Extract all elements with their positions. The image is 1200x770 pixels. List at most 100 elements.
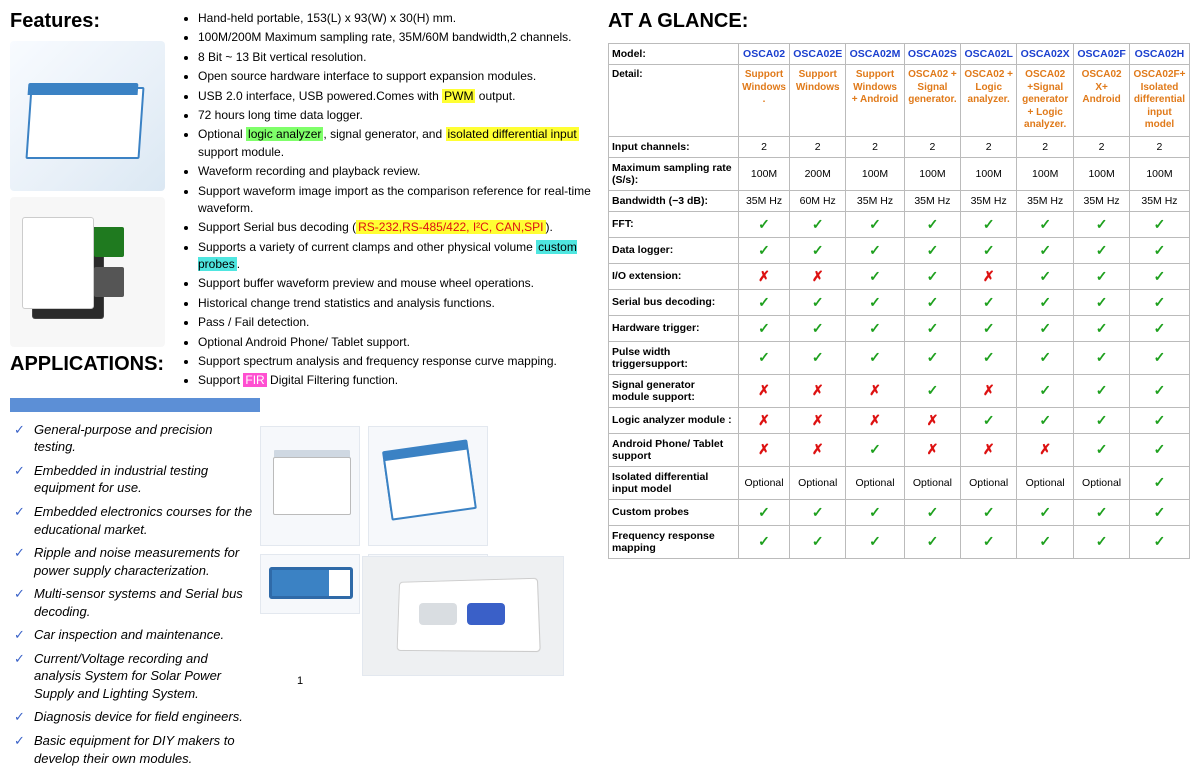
- check-icon: ✓: [1154, 382, 1166, 398]
- glance-cell: ✓: [904, 211, 961, 237]
- glance-row-label: Pulse width triggersupport:: [609, 341, 739, 374]
- glance-model-header: OSCA02M: [846, 44, 904, 65]
- glance-row-label: I/O extension:: [609, 263, 739, 289]
- check-icon: ✓: [1096, 216, 1108, 232]
- glance-value: 2: [761, 141, 767, 153]
- application-item: Car inspection and maintenance.: [12, 623, 256, 647]
- feature-item: Support FIR Digital Filtering function.: [198, 372, 592, 389]
- check-icon: ✓: [1096, 242, 1108, 258]
- check-icon: ✓: [869, 504, 881, 520]
- glance-body: Detail:Support Windows .Support WindowsS…: [609, 65, 1190, 559]
- check-icon: ✓: [983, 242, 995, 258]
- feature-text: 8 Bit ~ 13 Bit vertical resolution.: [198, 50, 366, 64]
- feature-text: Support spectrum analysis and frequency …: [198, 354, 557, 368]
- glance-cell: ✓: [1129, 407, 1189, 433]
- glance-cell: ✓: [1074, 499, 1130, 525]
- glance-cell: ✓: [790, 211, 846, 237]
- glance-cell: ✓: [1074, 289, 1130, 315]
- check-icon: ✓: [758, 294, 770, 310]
- feature-text: Open source hardware interface to suppor…: [198, 69, 536, 83]
- application-item: Diagnosis device for field engineers.: [12, 705, 256, 729]
- check-icon: ✓: [983, 412, 995, 428]
- check-icon: ✓: [869, 216, 881, 232]
- glance-data-row: Logic analyzer module :✗✗✗✗✓✓✓✓: [609, 407, 1190, 433]
- glance-cell: ✗: [739, 263, 790, 289]
- glance-cell: ✓: [846, 289, 904, 315]
- glance-detail-cell: Support Windows + Android: [846, 65, 904, 137]
- glance-value: 2: [1042, 141, 1048, 153]
- glance-cell: ✓: [1017, 315, 1074, 341]
- application-item: Embedded electronics courses for the edu…: [12, 500, 256, 541]
- feature-text: Optional: [198, 127, 246, 141]
- glance-data-row: Input channels:22222222: [609, 136, 1190, 157]
- product-image-oscilloscope: [10, 41, 165, 191]
- glance-cell: 2: [1129, 136, 1189, 157]
- check-icon: ✓: [758, 533, 770, 549]
- glance-cell: ✓: [1074, 433, 1130, 466]
- glance-row-label: Detail:: [609, 65, 739, 137]
- glance-row-label: Serial bus decoding:: [609, 289, 739, 315]
- glance-row-label: Isolated differential input model: [609, 466, 739, 499]
- glance-value: 2: [872, 141, 878, 153]
- feature-text: Support Serial bus decoding (: [198, 220, 356, 234]
- glance-cell: 100M: [961, 157, 1017, 190]
- glance-cell: ✓: [1129, 263, 1189, 289]
- glance-cell: ✗: [739, 374, 790, 407]
- check-icon: ✓: [1154, 474, 1166, 490]
- feature-item: Open source hardware interface to suppor…: [198, 68, 592, 85]
- glance-cell: Optional: [1074, 466, 1130, 499]
- glance-cell: 2: [1074, 136, 1130, 157]
- application-item: Embedded in industrial testing equipment…: [12, 459, 256, 500]
- glance-data-row: Signal generator module support:✗✗✗✓✗✓✓✓: [609, 374, 1190, 407]
- glance-detail-cell: OSCA02F+ Isolated differential input mod…: [1129, 65, 1189, 137]
- check-icon: ✓: [1154, 441, 1166, 457]
- cross-icon: ✗: [758, 441, 770, 457]
- glance-data-row: Hardware trigger:✓✓✓✓✓✓✓✓: [609, 315, 1190, 341]
- glance-cell: ✓: [1017, 237, 1074, 263]
- check-icon: ✓: [1154, 294, 1166, 310]
- glance-value: 35M Hz: [1083, 195, 1119, 207]
- check-icon: ✓: [1039, 216, 1051, 232]
- feature-text: Hand-held portable, 153(L) x 93(W) x 30(…: [198, 11, 456, 25]
- product-image-accessories: [10, 197, 165, 347]
- glance-detail-row: Detail:Support Windows .Support WindowsS…: [609, 65, 1190, 137]
- check-icon: ✓: [927, 320, 939, 336]
- glance-cell: 35M Hz: [1017, 190, 1074, 211]
- feature-item: Support spectrum analysis and frequency …: [198, 353, 592, 370]
- glance-cell: ✓: [1017, 289, 1074, 315]
- glance-cell: 2: [961, 136, 1017, 157]
- applications-list: General-purpose and precision testing.Em…: [10, 418, 260, 770]
- glance-cell: ✗: [790, 374, 846, 407]
- feature-item: USB 2.0 interface, USB powered.Comes wit…: [198, 88, 592, 105]
- feature-item: Optional logic analyzer, signal generato…: [198, 126, 592, 161]
- application-item: Basic equipment for DIY makers to develo…: [12, 729, 256, 770]
- feature-text: Historical change trend statistics and a…: [198, 296, 495, 310]
- cross-icon: ✗: [869, 412, 881, 428]
- check-icon: ✓: [1096, 349, 1108, 365]
- feature-text: PWM: [442, 89, 475, 103]
- glance-cell: ✓: [739, 525, 790, 558]
- glance-data-row: Custom probes✓✓✓✓✓✓✓✓: [609, 499, 1190, 525]
- cross-icon: ✗: [812, 268, 824, 284]
- glance-heading: AT A GLANCE:: [608, 10, 1190, 33]
- glance-cell: ✓: [961, 211, 1017, 237]
- glance-row-label: FFT:: [609, 211, 739, 237]
- page-number: 1: [297, 675, 303, 687]
- glance-cell: ✓: [1129, 433, 1189, 466]
- glance-cell: Optional: [846, 466, 904, 499]
- feature-item: Pass / Fail detection.: [198, 314, 592, 331]
- glance-row-label: Frequency response mapping: [609, 525, 739, 558]
- glance-cell: ✓: [739, 211, 790, 237]
- glance-cell: ✓: [904, 525, 961, 558]
- glance-cell: ✓: [1129, 237, 1189, 263]
- glance-cell: ✓: [1017, 341, 1074, 374]
- check-icon: ✓: [1154, 242, 1166, 258]
- glance-cell: 60M Hz: [790, 190, 846, 211]
- glance-cell: ✗: [961, 374, 1017, 407]
- check-icon: ✓: [1096, 441, 1108, 457]
- check-icon: ✓: [983, 294, 995, 310]
- feature-text: Digital Filtering function.: [267, 373, 398, 387]
- glance-cell: ✓: [739, 289, 790, 315]
- glance-row-label: Maximum sampling rate (S/s):: [609, 157, 739, 190]
- glance-cell: 100M: [739, 157, 790, 190]
